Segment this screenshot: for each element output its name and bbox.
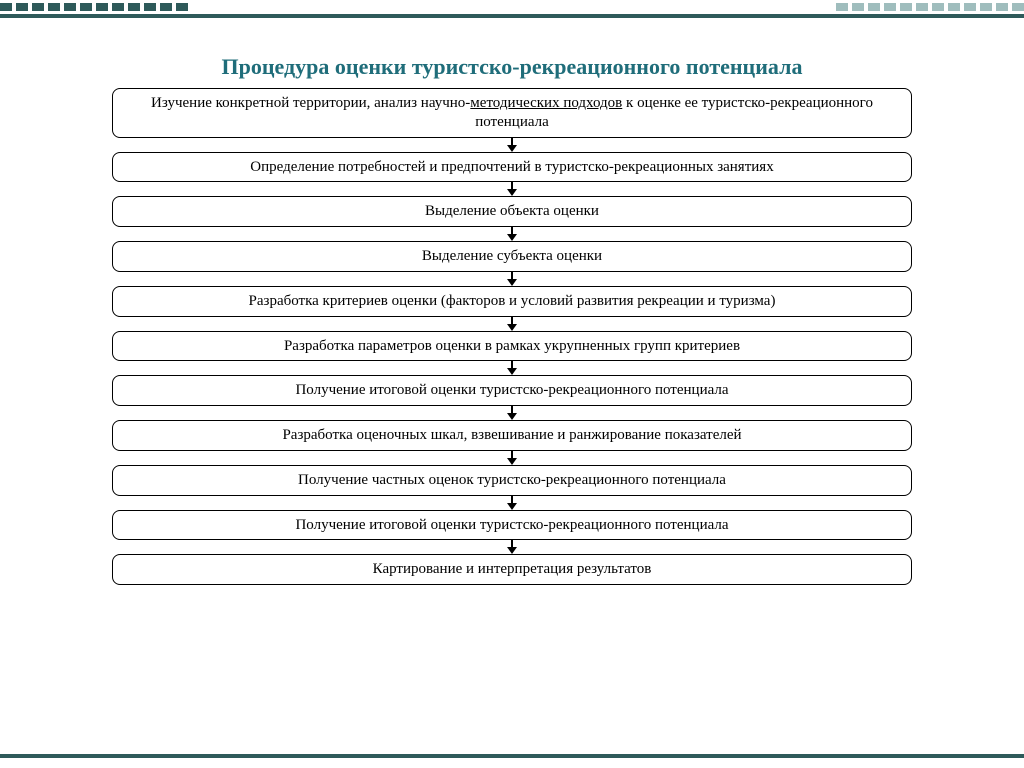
header-rule: [0, 14, 1024, 18]
flow-node-10: Получение итоговой оценки туристско-рекр…: [112, 510, 912, 541]
flow-node-3: Выделение объекта оценки: [112, 196, 912, 227]
header-dashes: [0, 0, 1024, 14]
node-text-underlined: методических подходов: [470, 95, 622, 111]
flow-arrow: [507, 272, 517, 286]
flow-arrow: [507, 361, 517, 375]
flow-node-1: Изучение конкретной территории, анализ н…: [112, 88, 912, 138]
flow-arrow: [507, 451, 517, 465]
flow-arrow: [507, 317, 517, 331]
flow-node-7: Получение итоговой оценки туристско-рекр…: [112, 375, 912, 406]
flow-arrow: [507, 496, 517, 510]
header-decor: [0, 0, 1024, 24]
flow-node-2: Определение потребностей и предпочтений …: [112, 152, 912, 183]
flow-node-8: Разработка оценочных шкал, взвешивание и…: [112, 420, 912, 451]
flow-node-6: Разработка параметров оценки в рамках ук…: [112, 331, 912, 362]
flow-node-5: Разработка критериев оценки (факторов и …: [112, 286, 912, 317]
flow-node-9: Получение частных оценок туристско-рекре…: [112, 465, 912, 496]
node-text-pre: Изучение конкретной территории, анализ н…: [151, 95, 470, 111]
flow-arrow: [507, 182, 517, 196]
flow-arrow: [507, 227, 517, 241]
flowchart: Изучение конкретной территории, анализ н…: [0, 88, 1024, 585]
flow-node-4: Выделение субъекта оценки: [112, 241, 912, 272]
flow-arrow: [507, 540, 517, 554]
footer-rule: [0, 754, 1024, 758]
flow-arrow: [507, 406, 517, 420]
page-title: Процедура оценки туристско-рекреационног…: [0, 54, 1024, 80]
flow-node-11: Картирование и интерпретация результатов: [112, 554, 912, 585]
flow-arrow: [507, 138, 517, 152]
